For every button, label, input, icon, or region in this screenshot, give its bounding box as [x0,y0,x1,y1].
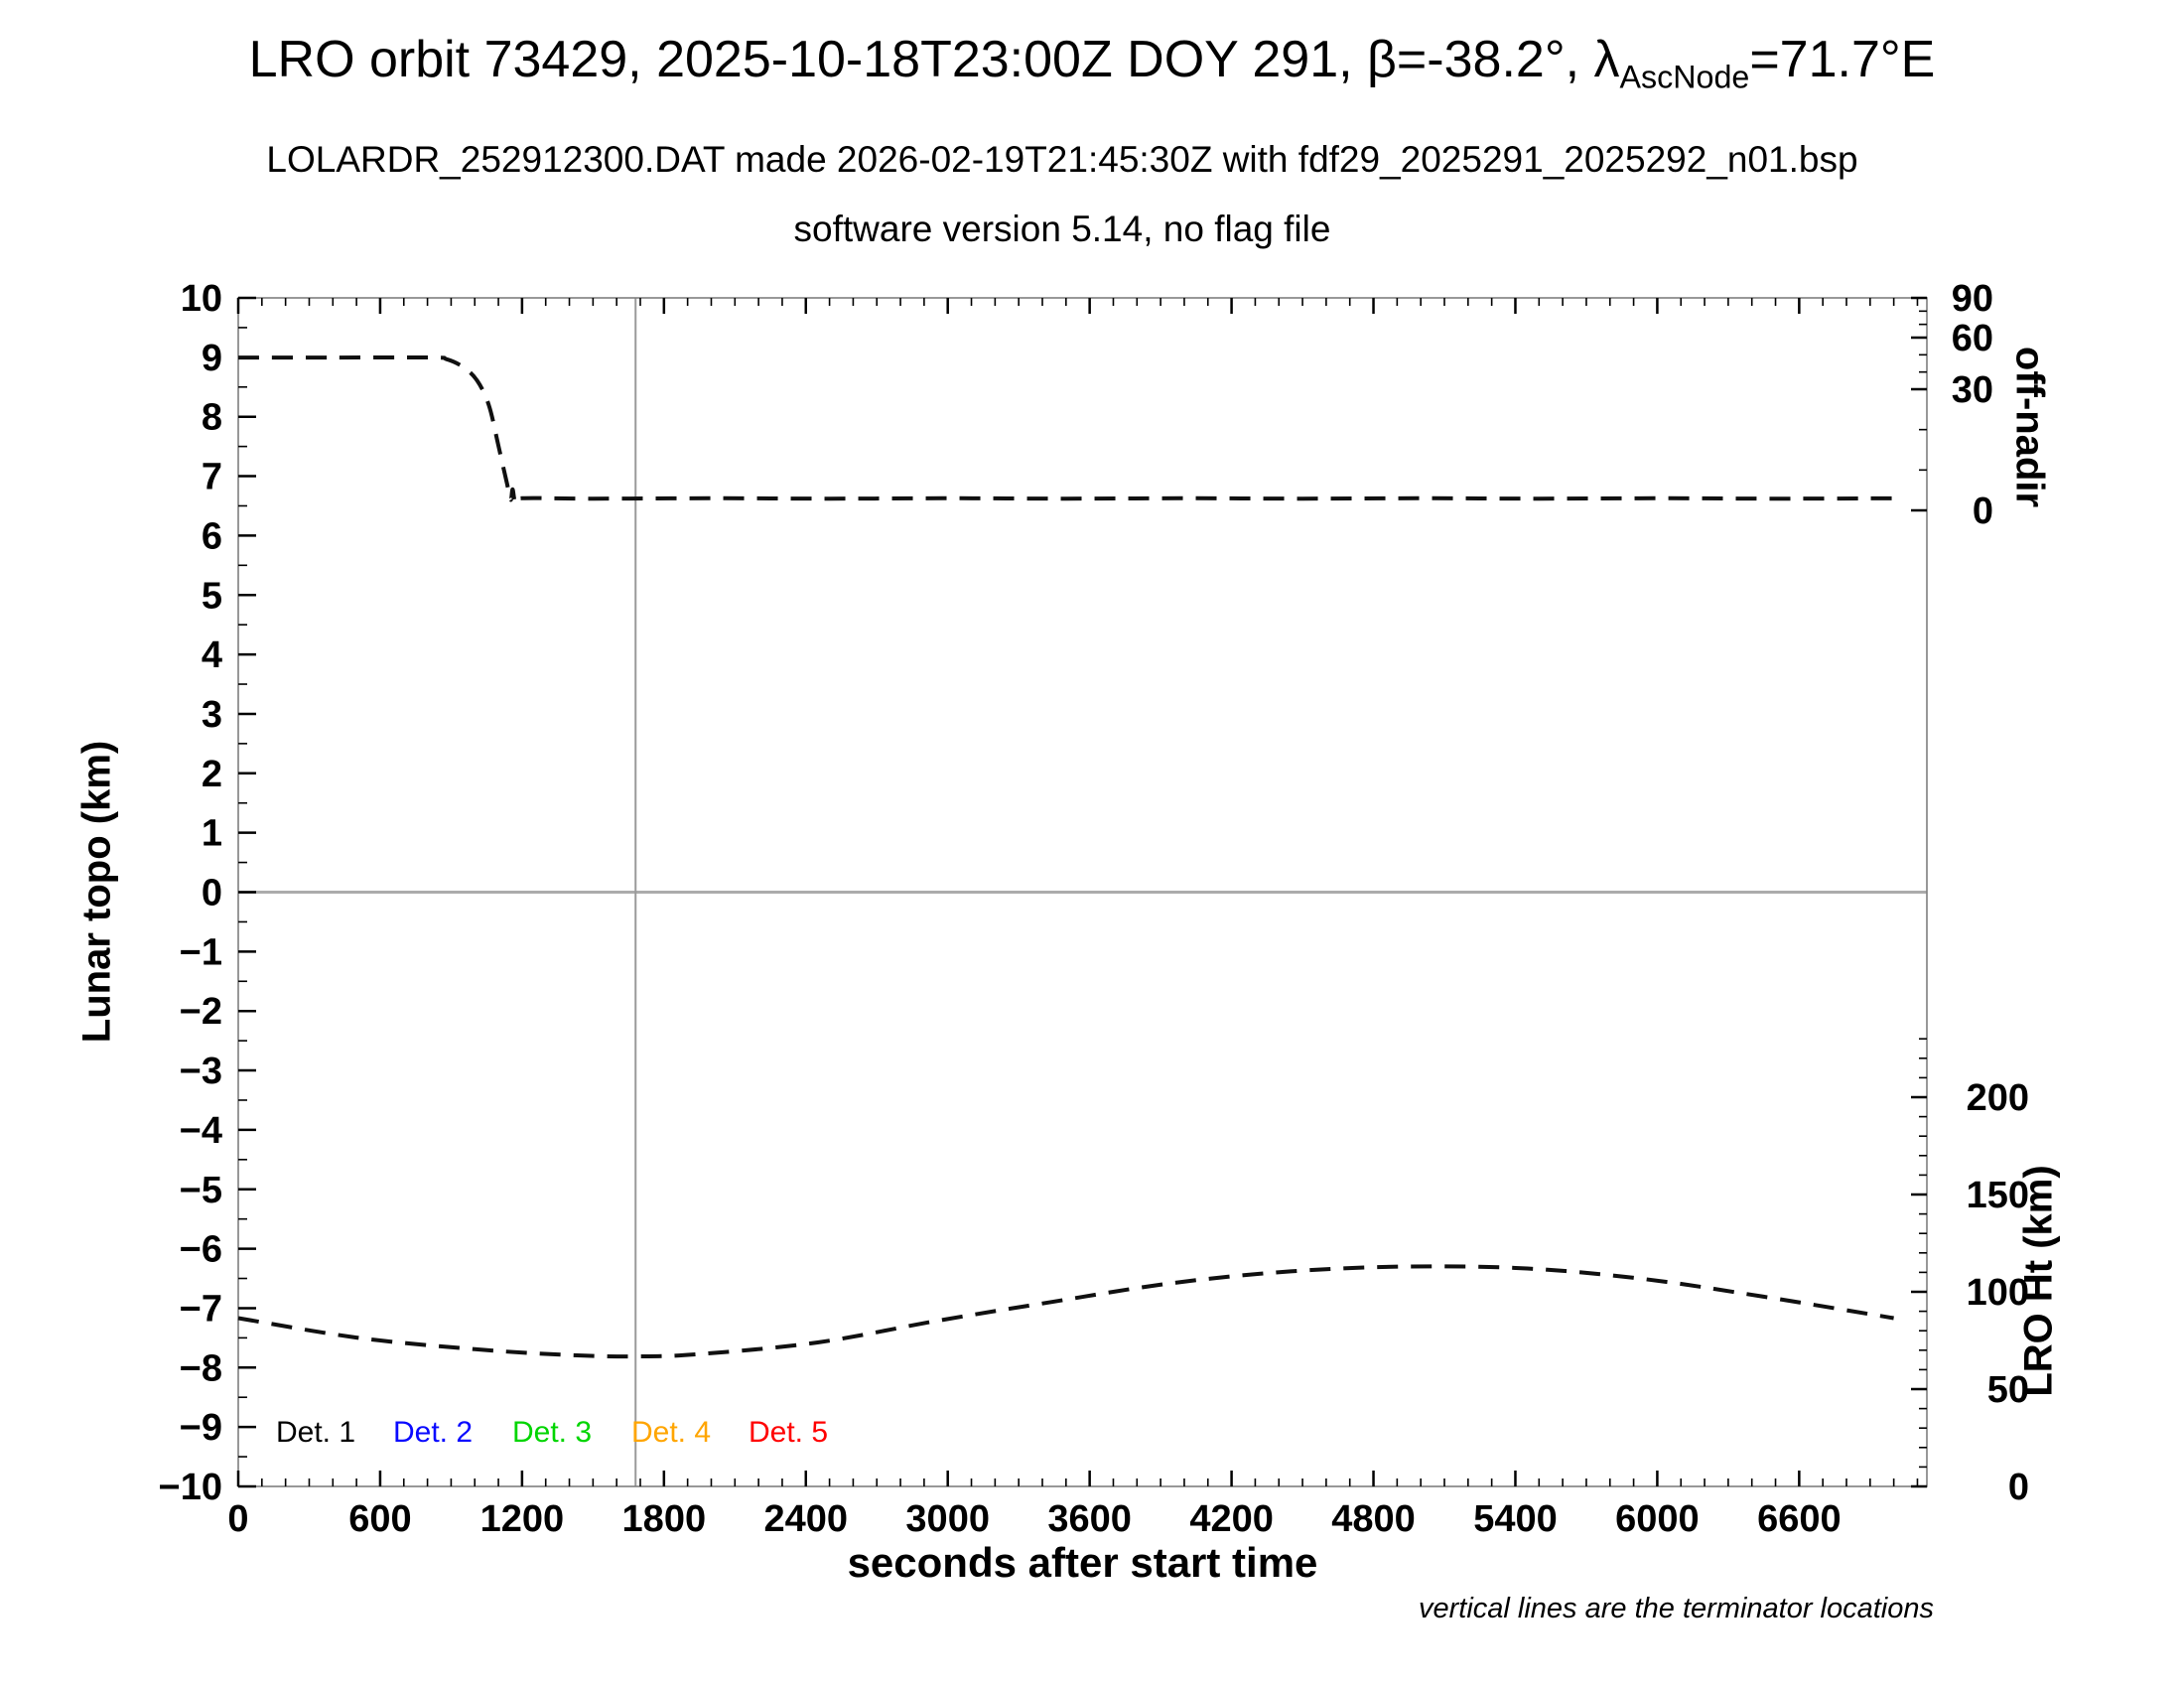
subtitle-software-version: software version 5.14, no flag file [793,209,1331,249]
x-tick-label: 1200 [480,1498,565,1540]
plot-title-pre: LRO orbit 73429, 2025-10-18T23:00Z DOY 2… [248,31,1620,88]
y-left-tick-label: 9 [202,338,222,379]
y-left-tick-label: −3 [180,1051,222,1092]
x-tick-label: 0 [227,1498,248,1540]
x-tick-label: 6600 [1757,1498,1842,1540]
y-left-tick-label: 2 [202,754,222,795]
x-tick-label: 600 [348,1498,411,1540]
legend-det-2: Det. 2 [393,1416,474,1449]
y-left-tick-label: 3 [202,694,222,736]
y-left-tick-label: −1 [180,931,222,973]
x-tick-label: 3000 [905,1498,990,1540]
x-tick-label: 4800 [1331,1498,1416,1540]
off-nadir-tick-label: 0 [1973,491,1993,532]
y-left-tick-label: 4 [202,634,222,676]
legend-det-3: Det. 3 [512,1416,593,1449]
legend-det-1: Det. 1 [276,1416,356,1449]
lro-ht-tick-label: 100 [1967,1272,2029,1314]
y-axis-title-lro-height: LRO Ht (km) [2016,1165,2061,1397]
lro-ht-tick-label: 0 [2008,1467,2029,1508]
lro-ht-tick-label: 50 [1987,1369,2029,1411]
subtitle-file-info: LOLARDR_252912300.DAT made 2026-02-19T21… [266,139,1858,180]
y-left-tick-label: 10 [181,278,222,320]
y-left-tick-label: −7 [180,1288,222,1330]
y-left-tick-label: 7 [202,457,222,498]
y-left-tick-label: −5 [180,1170,222,1211]
x-tick-label: 3600 [1047,1498,1132,1540]
off-nadir-tick-label: 60 [1952,318,1993,359]
y-left-tick-label: 0 [202,873,222,914]
terminator-footnote: vertical lines are the terminator locati… [1418,1593,1934,1624]
x-tick-label: 1800 [622,1498,707,1540]
y-left-tick-label: 6 [202,515,222,557]
x-tick-label: 5400 [1473,1498,1558,1540]
x-tick-label: 4200 [1189,1498,1274,1540]
y-left-tick-label: −4 [180,1110,222,1152]
lro-ht-tick-label: 150 [1967,1175,2029,1216]
legend-det-4: Det. 4 [631,1416,712,1449]
y-left-tick-label: 8 [202,397,222,439]
off-nadir-tick-label: 30 [1952,369,1993,411]
lro-ht-tick-label: 200 [1967,1077,2029,1119]
x-tick-label: 2400 [763,1498,848,1540]
y-left-tick-label: −6 [180,1229,222,1271]
plot-title-subscript: AscNode [1619,59,1750,95]
off-nadir-tick-label: 90 [1952,278,1993,320]
x-axis-title: seconds after start time [847,1539,1318,1586]
y-left-tick-label: −2 [180,991,222,1033]
y-left-tick-label: 1 [202,813,222,855]
y-left-tick-label: −8 [180,1347,222,1389]
plot-title-post: =71.7°E [1749,31,1936,88]
legend-det-5: Det. 5 [749,1416,829,1449]
y-left-tick-label: 5 [202,575,222,617]
plot-title: LRO orbit 73429, 2025-10-18T23:00Z DOY 2… [0,30,2184,95]
y-left-tick-label: −10 [159,1467,222,1508]
lro-height-curve [237,1264,1894,1359]
x-tick-label: 6000 [1615,1498,1700,1540]
y-axis-title-left: Lunar topo (km) [74,740,119,1044]
off-nadir-curve [238,354,1901,505]
y-left-tick-label: −9 [180,1407,222,1449]
y-axis-title-off-nadir: off-nadir [2007,346,2052,508]
